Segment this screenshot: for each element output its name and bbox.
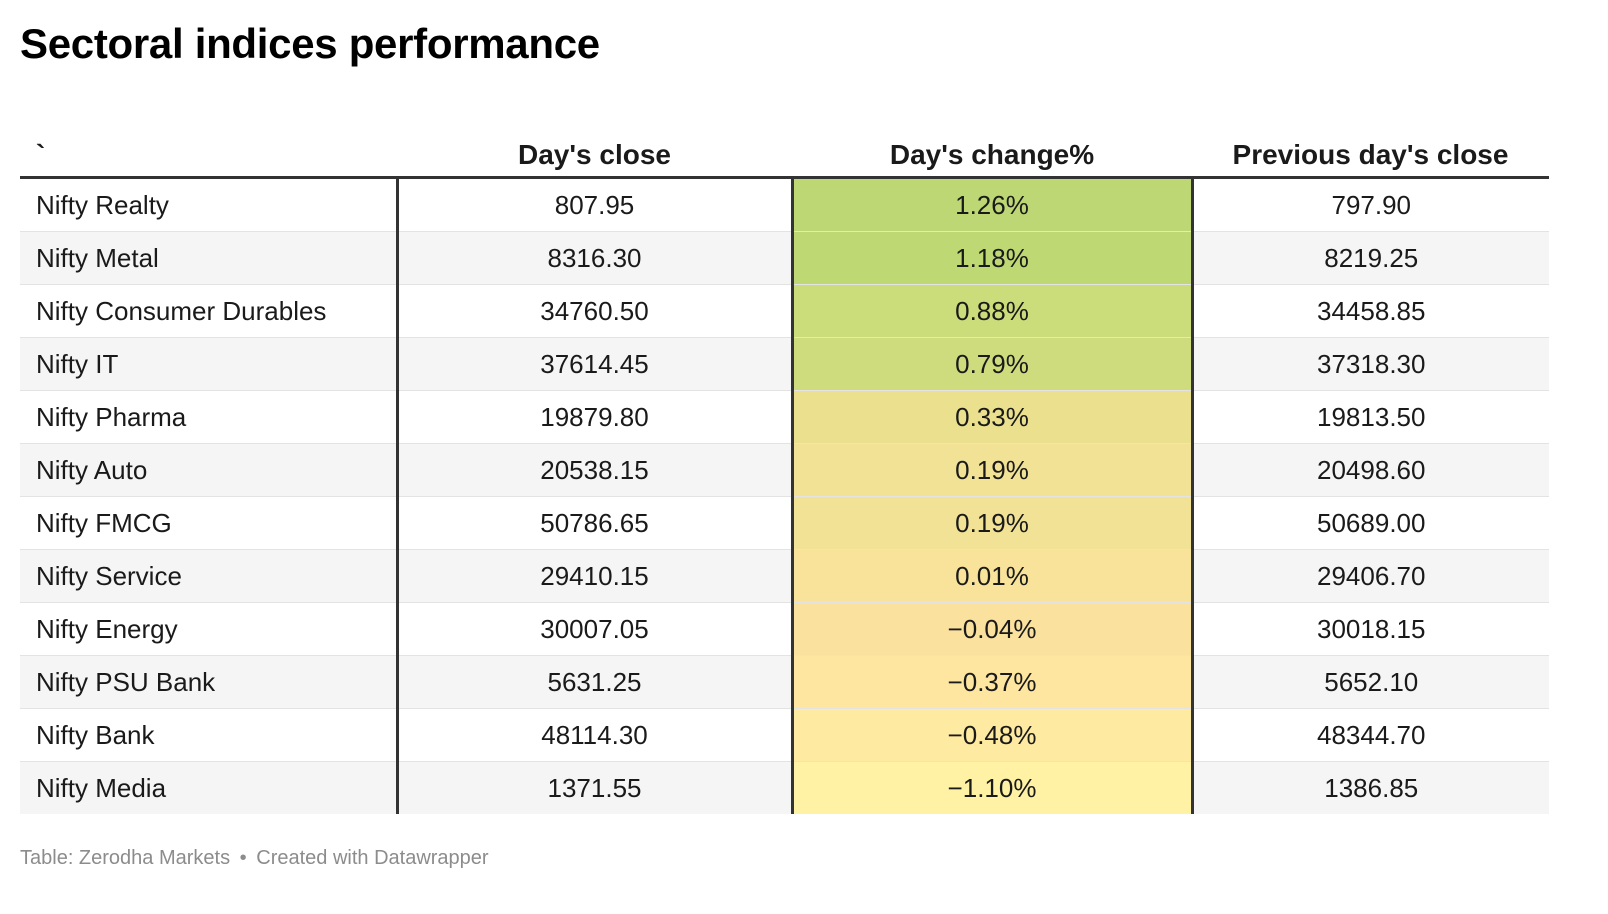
cell-days-close: 19879.80 — [397, 390, 794, 444]
cell-days-close: 807.95 — [397, 177, 794, 232]
footer: Table: Zerodha Markets • Created with Da… — [20, 846, 489, 870]
cell-days-change: −0.04% — [792, 602, 1194, 656]
table-row: Nifty Metal 8316.30 1.18% 8219.25 — [20, 231, 1549, 285]
table-row: Nifty Realty 807.95 1.26% 797.90 — [20, 177, 1549, 232]
cell-index-name: Nifty Auto — [20, 443, 399, 497]
cell-index-name: Nifty PSU Bank — [20, 655, 399, 709]
cell-previous-close: 48344.70 — [1192, 708, 1549, 762]
cell-previous-close: 37318.30 — [1192, 337, 1549, 391]
footer-source: Table: Zerodha Markets — [20, 847, 231, 869]
cell-previous-close: 50689.00 — [1192, 496, 1549, 550]
footer-separator: • — [239, 847, 247, 869]
table-row: Nifty Pharma 19879.80 0.33% 19813.50 — [20, 390, 1549, 444]
cell-index-name: Nifty Bank — [20, 708, 399, 762]
cell-index-name: Nifty Media — [20, 761, 399, 814]
cell-days-close: 29410.15 — [397, 549, 794, 603]
cell-days-close: 20538.15 — [397, 443, 794, 497]
header-days-change: Day's change% — [792, 112, 1192, 179]
cell-index-name: Nifty Metal — [20, 231, 399, 285]
table-row: Nifty Service 29410.15 0.01% 29406.70 — [20, 549, 1549, 603]
sector-table: ` Day's close Day's change% Previous day… — [20, 112, 1549, 814]
cell-days-close: 48114.30 — [397, 708, 794, 762]
footer-credit: Created with Datawrapper — [256, 847, 489, 869]
table-row: Nifty FMCG 50786.65 0.19% 50689.00 — [20, 496, 1549, 550]
table-row: Nifty Energy 30007.05 −0.04% 30018.15 — [20, 602, 1549, 656]
cell-previous-close: 19813.50 — [1192, 390, 1549, 444]
cell-previous-close: 797.90 — [1192, 177, 1549, 232]
cell-index-name: Nifty FMCG — [20, 496, 399, 550]
cell-days-change: 0.19% — [792, 443, 1194, 497]
header-index: ` — [20, 112, 397, 179]
cell-previous-close: 34458.85 — [1192, 284, 1549, 338]
cell-index-name: Nifty Realty — [20, 177, 399, 232]
cell-days-change: 0.19% — [792, 496, 1194, 550]
cell-days-change: 1.26% — [792, 177, 1194, 232]
cell-days-close: 5631.25 — [397, 655, 794, 709]
cell-previous-close: 1386.85 — [1192, 761, 1549, 814]
table-body: Nifty Realty 807.95 1.26% 797.90 Nifty Metal… — [20, 177, 1549, 814]
cell-days-change: 1.18% — [792, 231, 1194, 285]
cell-days-change: −0.37% — [792, 655, 1194, 709]
cell-days-change: −0.48% — [792, 708, 1194, 762]
cell-days-change: 0.88% — [792, 284, 1194, 338]
cell-index-name: Nifty Service — [20, 549, 399, 603]
cell-previous-close: 30018.15 — [1192, 602, 1549, 656]
table-row: Nifty Bank 48114.30 −0.48% 48344.70 — [20, 708, 1549, 762]
cell-index-name: Nifty Consumer Durables — [20, 284, 399, 338]
table-row: Nifty IT 37614.45 0.79% 37318.30 — [20, 337, 1549, 391]
cell-index-name: Nifty IT — [20, 337, 399, 391]
table-header-row: ` Day's close Day's change% Previous day… — [20, 112, 1549, 179]
cell-previous-close: 8219.25 — [1192, 231, 1549, 285]
table-row: Nifty PSU Bank 5631.25 −0.37% 5652.10 — [20, 655, 1549, 709]
cell-index-name: Nifty Energy — [20, 602, 399, 656]
table-row: Nifty Auto 20538.15 0.19% 20498.60 — [20, 443, 1549, 497]
cell-previous-close: 20498.60 — [1192, 443, 1549, 497]
cell-days-close: 8316.30 — [397, 231, 794, 285]
cell-days-close: 50786.65 — [397, 496, 794, 550]
cell-index-name: Nifty Pharma — [20, 390, 399, 444]
cell-days-change: 0.79% — [792, 337, 1194, 391]
cell-previous-close: 29406.70 — [1192, 549, 1549, 603]
cell-days-change: 0.33% — [792, 390, 1194, 444]
table-row: Nifty Media 1371.55 −1.10% 1386.85 — [20, 761, 1549, 814]
chart-title: Sectoral indices performance — [20, 20, 600, 67]
cell-days-close: 30007.05 — [397, 602, 794, 656]
cell-days-close: 37614.45 — [397, 337, 794, 391]
header-days-close: Day's close — [397, 112, 792, 179]
cell-days-change: −1.10% — [792, 761, 1194, 814]
cell-days-close: 1371.55 — [397, 761, 794, 814]
table-row: Nifty Consumer Durables 34760.50 0.88% 3445… — [20, 284, 1549, 338]
cell-days-change: 0.01% — [792, 549, 1194, 603]
cell-previous-close: 5652.10 — [1192, 655, 1549, 709]
header-previous-close: Previous day's close — [1192, 112, 1549, 179]
cell-days-close: 34760.50 — [397, 284, 794, 338]
